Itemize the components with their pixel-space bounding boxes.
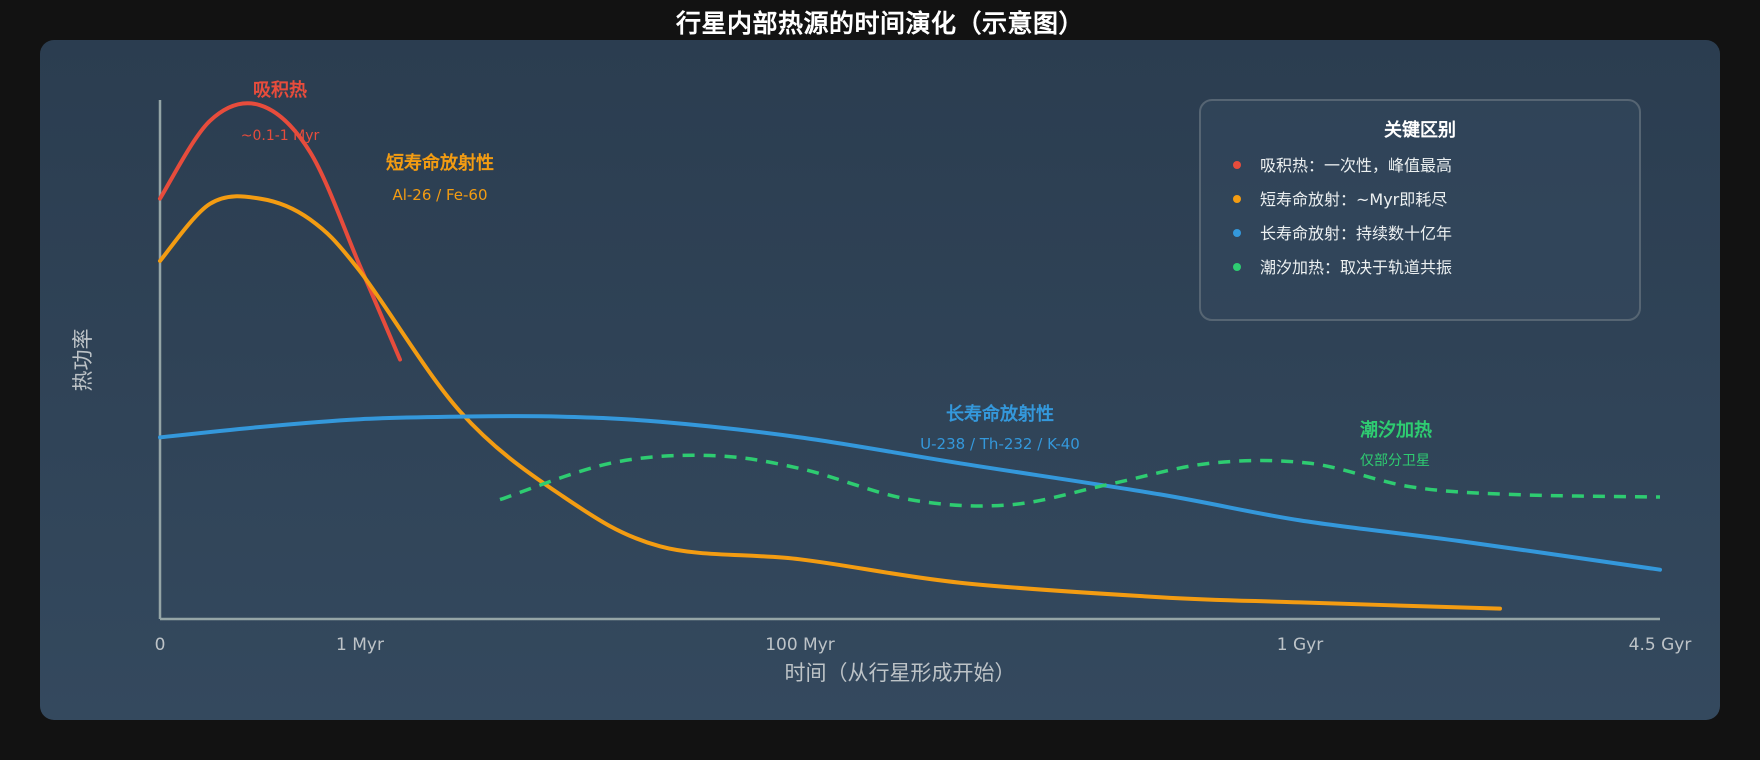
legend-item-long-lived: 长寿命放射：持续数十亿年 — [1260, 224, 1452, 243]
series-sublabel-short-lived: Al-26 / Fe-60 — [392, 186, 487, 204]
legend-item-tidal: 潮汐加热：取决于轨道共振 — [1260, 258, 1452, 277]
x-tick-label-4: 4.5 Gyr — [1629, 635, 1692, 655]
legend-dot-long-lived — [1233, 229, 1241, 237]
legend-box — [1199, 99, 1641, 321]
series-sublabel-accretion: ~0.1-1 Myr — [241, 128, 320, 144]
legend-dot-tidal — [1233, 263, 1241, 271]
legend-title: 关键区别 — [1384, 119, 1456, 141]
x-tick-label-3: 1 Gyr — [1277, 635, 1323, 655]
series-line-tidal — [499, 453, 1661, 508]
legend-dot-accretion — [1233, 161, 1241, 169]
y-axis-label: 热功率 — [71, 329, 95, 392]
legend-item-short-lived: 短寿命放射：~Myr即耗尽 — [1260, 190, 1447, 209]
series-label-short-lived: 短寿命放射性 — [386, 152, 494, 174]
series-sublabel-tidal: 仅部分卫星 — [1360, 453, 1430, 469]
legend-dot-short-lived — [1233, 195, 1241, 203]
series-label-long-lived: 长寿命放射性 — [946, 403, 1054, 425]
page-title: 行星内部热源的时间演化（示意图） — [675, 9, 1084, 38]
series-label-tidal: 潮汐加热 — [1360, 419, 1432, 441]
series-sublabel-long-lived: U-238 / Th-232 / K-40 — [920, 435, 1080, 453]
series-label-accretion: 吸积热 — [253, 79, 307, 101]
x-tick-label-2: 100 Myr — [765, 635, 835, 655]
x-tick-label-0: 0 — [155, 635, 166, 655]
series-line-short-lived — [158, 194, 1502, 611]
x-tick-label-1: 1 Myr — [336, 635, 384, 655]
legend-item-accretion: 吸积热：一次性，峰值最高 — [1260, 156, 1452, 175]
x-axis-label: 时间（从行星形成开始） — [785, 661, 1016, 685]
series-line-long-lived — [158, 414, 1662, 572]
